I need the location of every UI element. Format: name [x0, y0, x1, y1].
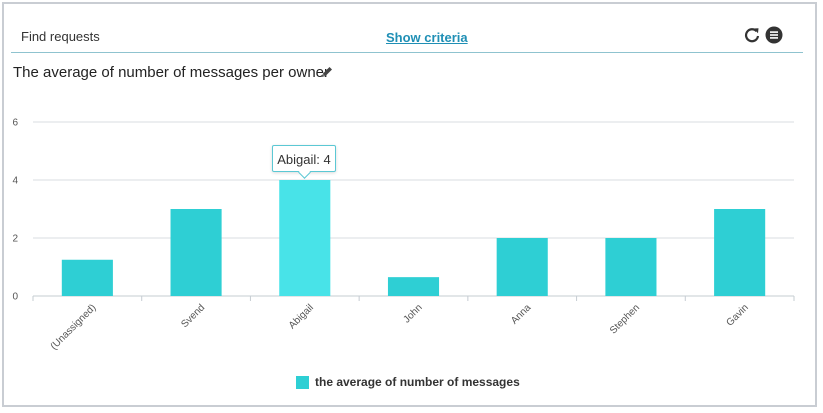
widget-frame [2, 2, 817, 407]
x-tick-label: Stephen [608, 302, 642, 336]
x-tick-label: Anna [509, 302, 534, 327]
chart-tooltip: Abigail: 4 [272, 145, 336, 172]
show-criteria-link[interactable]: Show criteria [386, 30, 468, 45]
x-tick-label: (Unassigned) [49, 302, 99, 352]
bar[interactable] [605, 238, 657, 296]
chart-title: The average of number of messages per ow… [13, 64, 330, 81]
y-tick-label: 4 [12, 176, 18, 187]
bar[interactable] [279, 180, 331, 296]
y-tick-label: 0 [12, 292, 18, 303]
edit-pencil-icon[interactable] [319, 65, 334, 80]
y-tick-label: 2 [12, 234, 18, 245]
legend-label: the average of number of messages [315, 375, 520, 389]
find-requests-label: Find requests [21, 29, 100, 44]
bar[interactable] [170, 209, 222, 296]
bar[interactable] [496, 238, 548, 296]
x-tick-label: John [402, 302, 425, 325]
x-tick-label: Gavin [725, 302, 751, 328]
bar[interactable] [714, 209, 766, 296]
menu-icon[interactable] [765, 26, 783, 44]
x-tick-label: Svend [179, 302, 207, 330]
bar[interactable] [387, 277, 440, 296]
refresh-icon[interactable] [743, 26, 761, 44]
y-tick-label: 6 [12, 118, 18, 129]
bar[interactable] [61, 259, 113, 296]
x-tick-label: Abigail [287, 302, 316, 331]
legend-swatch [296, 376, 309, 389]
widget-header: Find requests Show criteria [11, 20, 803, 53]
